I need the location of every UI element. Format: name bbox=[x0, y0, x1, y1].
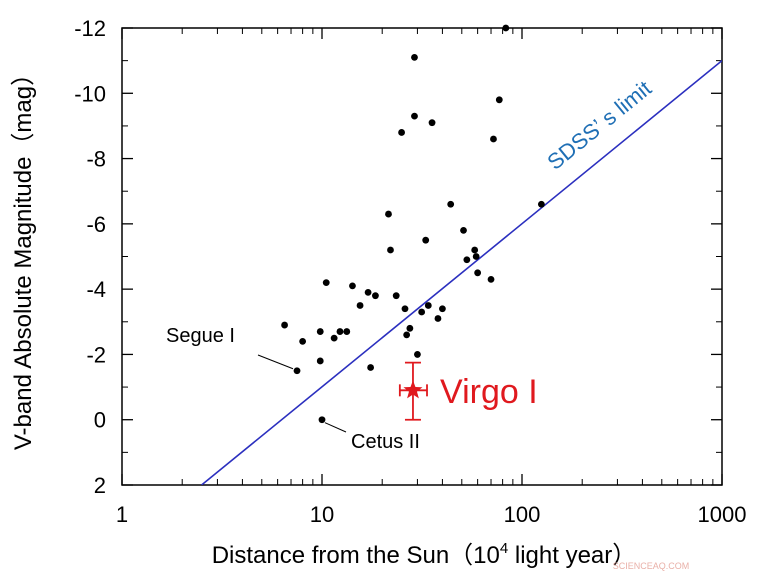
data-point bbox=[411, 112, 418, 120]
data-point bbox=[487, 275, 495, 283]
x-axis-title-tail: light year） bbox=[508, 542, 636, 569]
data-point bbox=[401, 305, 409, 313]
virgo-marker bbox=[398, 361, 428, 421]
watermark: SCIENCEAQ.COM bbox=[613, 561, 690, 571]
data-point bbox=[537, 200, 545, 208]
data-points bbox=[281, 24, 545, 424]
y-tick-label: -4 bbox=[86, 277, 106, 302]
y-tick-label: -12 bbox=[74, 16, 106, 41]
data-point bbox=[422, 236, 430, 244]
x-tick-label: 1000 bbox=[698, 502, 747, 527]
data-point bbox=[385, 210, 392, 218]
data-point bbox=[428, 119, 436, 127]
x-axis-title-main: Distance from the Sun（10 bbox=[212, 542, 500, 569]
data-point bbox=[406, 324, 414, 332]
x-tick-label: 10 bbox=[310, 502, 334, 527]
y-tick-label: 0 bbox=[94, 408, 106, 433]
x-tick-label: 1 bbox=[116, 502, 128, 527]
data-point bbox=[502, 24, 510, 32]
data-point bbox=[349, 282, 356, 290]
data-point bbox=[471, 246, 479, 254]
y-tick-label: -8 bbox=[86, 147, 106, 172]
x-axis-title-sup: 4 bbox=[500, 540, 508, 557]
data-point bbox=[387, 246, 394, 254]
data-point bbox=[392, 292, 400, 300]
virgo-label: Virgo I bbox=[440, 373, 538, 411]
data-point bbox=[293, 367, 301, 375]
data-point bbox=[343, 328, 351, 335]
data-point bbox=[367, 364, 375, 371]
data-point bbox=[418, 308, 426, 316]
data-point bbox=[316, 357, 324, 365]
x-axis-title: Distance from the Sun（104 light year） bbox=[212, 540, 637, 569]
y-axis-title: V-band Absolute Magnitude（mag） bbox=[10, 62, 37, 450]
x-axis-ticks: 1 10 100 1000 bbox=[116, 28, 747, 527]
data-point bbox=[403, 331, 411, 339]
data-point bbox=[472, 253, 480, 260]
data-point bbox=[490, 135, 497, 143]
data-point bbox=[316, 328, 324, 335]
data-point bbox=[318, 416, 326, 424]
data-point bbox=[356, 302, 364, 309]
y-tick-label: 2 bbox=[94, 473, 106, 498]
y-tick-label: -2 bbox=[86, 342, 106, 367]
data-point bbox=[434, 315, 442, 322]
y-tick-label: -10 bbox=[74, 81, 106, 106]
sdss-limit-line bbox=[201, 60, 722, 485]
data-point bbox=[495, 96, 503, 104]
x-tick-label: 100 bbox=[504, 502, 541, 527]
data-point bbox=[398, 129, 405, 136]
data-point bbox=[447, 200, 455, 208]
y-tick-label: -6 bbox=[86, 212, 106, 237]
segue-leader-line bbox=[257, 354, 294, 370]
cetus-label: Cetus II bbox=[351, 431, 420, 453]
y-axis-ticks: -12 -10 -8 -6 -4 -2 0 2 bbox=[74, 16, 722, 498]
data-point bbox=[364, 289, 372, 296]
data-point bbox=[414, 351, 421, 358]
data-point bbox=[460, 226, 467, 234]
data-point bbox=[336, 328, 344, 335]
data-point bbox=[330, 334, 338, 342]
annotations: Segue I Cetus II bbox=[166, 325, 420, 453]
data-point bbox=[372, 292, 379, 300]
data-point bbox=[281, 321, 288, 329]
data-point bbox=[411, 53, 418, 61]
data-point bbox=[439, 305, 446, 313]
data-point bbox=[474, 269, 482, 277]
virgo-star bbox=[403, 380, 423, 399]
data-point bbox=[463, 256, 471, 264]
data-point bbox=[299, 337, 307, 345]
cetus-leader-line bbox=[324, 422, 347, 433]
data-point bbox=[322, 279, 330, 287]
segue-label: Segue I bbox=[166, 325, 235, 347]
data-point bbox=[424, 302, 432, 309]
